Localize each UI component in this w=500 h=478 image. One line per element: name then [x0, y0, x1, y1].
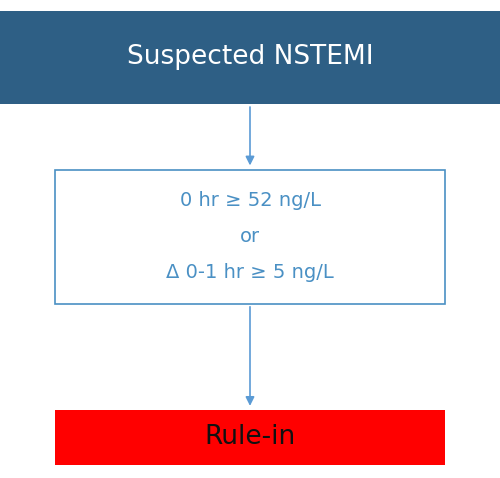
FancyBboxPatch shape — [0, 11, 500, 104]
FancyBboxPatch shape — [55, 410, 445, 465]
Text: Suspected NSTEMI: Suspected NSTEMI — [126, 44, 374, 70]
Text: Rule-in: Rule-in — [204, 424, 296, 450]
Text: 0 hr ≥ 52 ng/L: 0 hr ≥ 52 ng/L — [180, 191, 320, 210]
FancyBboxPatch shape — [55, 170, 445, 304]
Text: or: or — [240, 227, 260, 246]
Text: Δ 0-1 hr ≥ 5 ng/L: Δ 0-1 hr ≥ 5 ng/L — [166, 263, 334, 282]
